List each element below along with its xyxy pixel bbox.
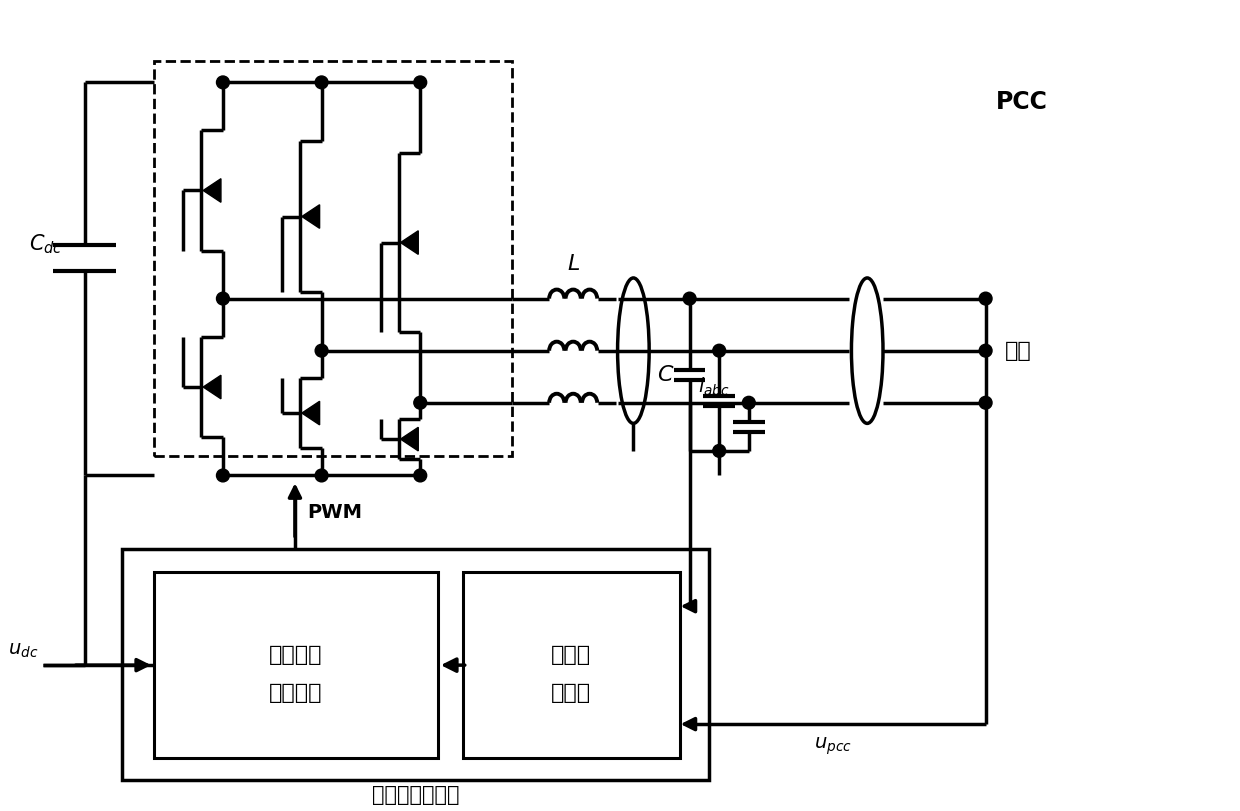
Circle shape [217, 469, 229, 482]
Circle shape [414, 76, 427, 88]
Circle shape [217, 292, 229, 305]
Circle shape [713, 345, 725, 357]
Text: $u_{pcc}$: $u_{pcc}$ [813, 736, 852, 757]
Circle shape [217, 76, 229, 88]
Polygon shape [203, 178, 221, 202]
Text: 电网: 电网 [1006, 341, 1032, 361]
Text: 跟踪模块: 跟踪模块 [269, 683, 322, 702]
Circle shape [683, 292, 696, 305]
Text: $i_{abc}$: $i_{abc}$ [698, 375, 729, 398]
Text: 测模块: 测模块 [551, 683, 591, 702]
Polygon shape [401, 427, 418, 451]
Circle shape [980, 345, 992, 357]
Circle shape [414, 397, 427, 409]
Text: PCC: PCC [996, 90, 1048, 114]
Text: 谐振检: 谐振检 [551, 646, 591, 665]
Text: $C$: $C$ [657, 365, 675, 384]
Polygon shape [401, 231, 418, 255]
Text: $C_{dc}$: $C_{dc}$ [29, 233, 62, 256]
Circle shape [743, 397, 755, 409]
Text: 谐振阱抗控制器: 谐振阱抗控制器 [372, 785, 460, 805]
Bar [123, 549, 709, 780]
Bar [154, 572, 438, 758]
Circle shape [315, 345, 329, 357]
Circle shape [713, 444, 725, 457]
Circle shape [315, 76, 329, 88]
Bar [463, 572, 680, 758]
Text: PWM: PWM [306, 503, 362, 521]
Circle shape [315, 469, 329, 482]
Polygon shape [301, 401, 320, 425]
Text: $L$: $L$ [567, 254, 580, 274]
Circle shape [980, 397, 992, 409]
Circle shape [980, 292, 992, 305]
Polygon shape [203, 375, 221, 399]
Polygon shape [301, 204, 320, 229]
Text: $u_{dc}$: $u_{dc}$ [9, 642, 38, 660]
Bar [154, 61, 512, 456]
Circle shape [414, 469, 427, 482]
Text: 谐振电流: 谐振电流 [269, 646, 322, 665]
